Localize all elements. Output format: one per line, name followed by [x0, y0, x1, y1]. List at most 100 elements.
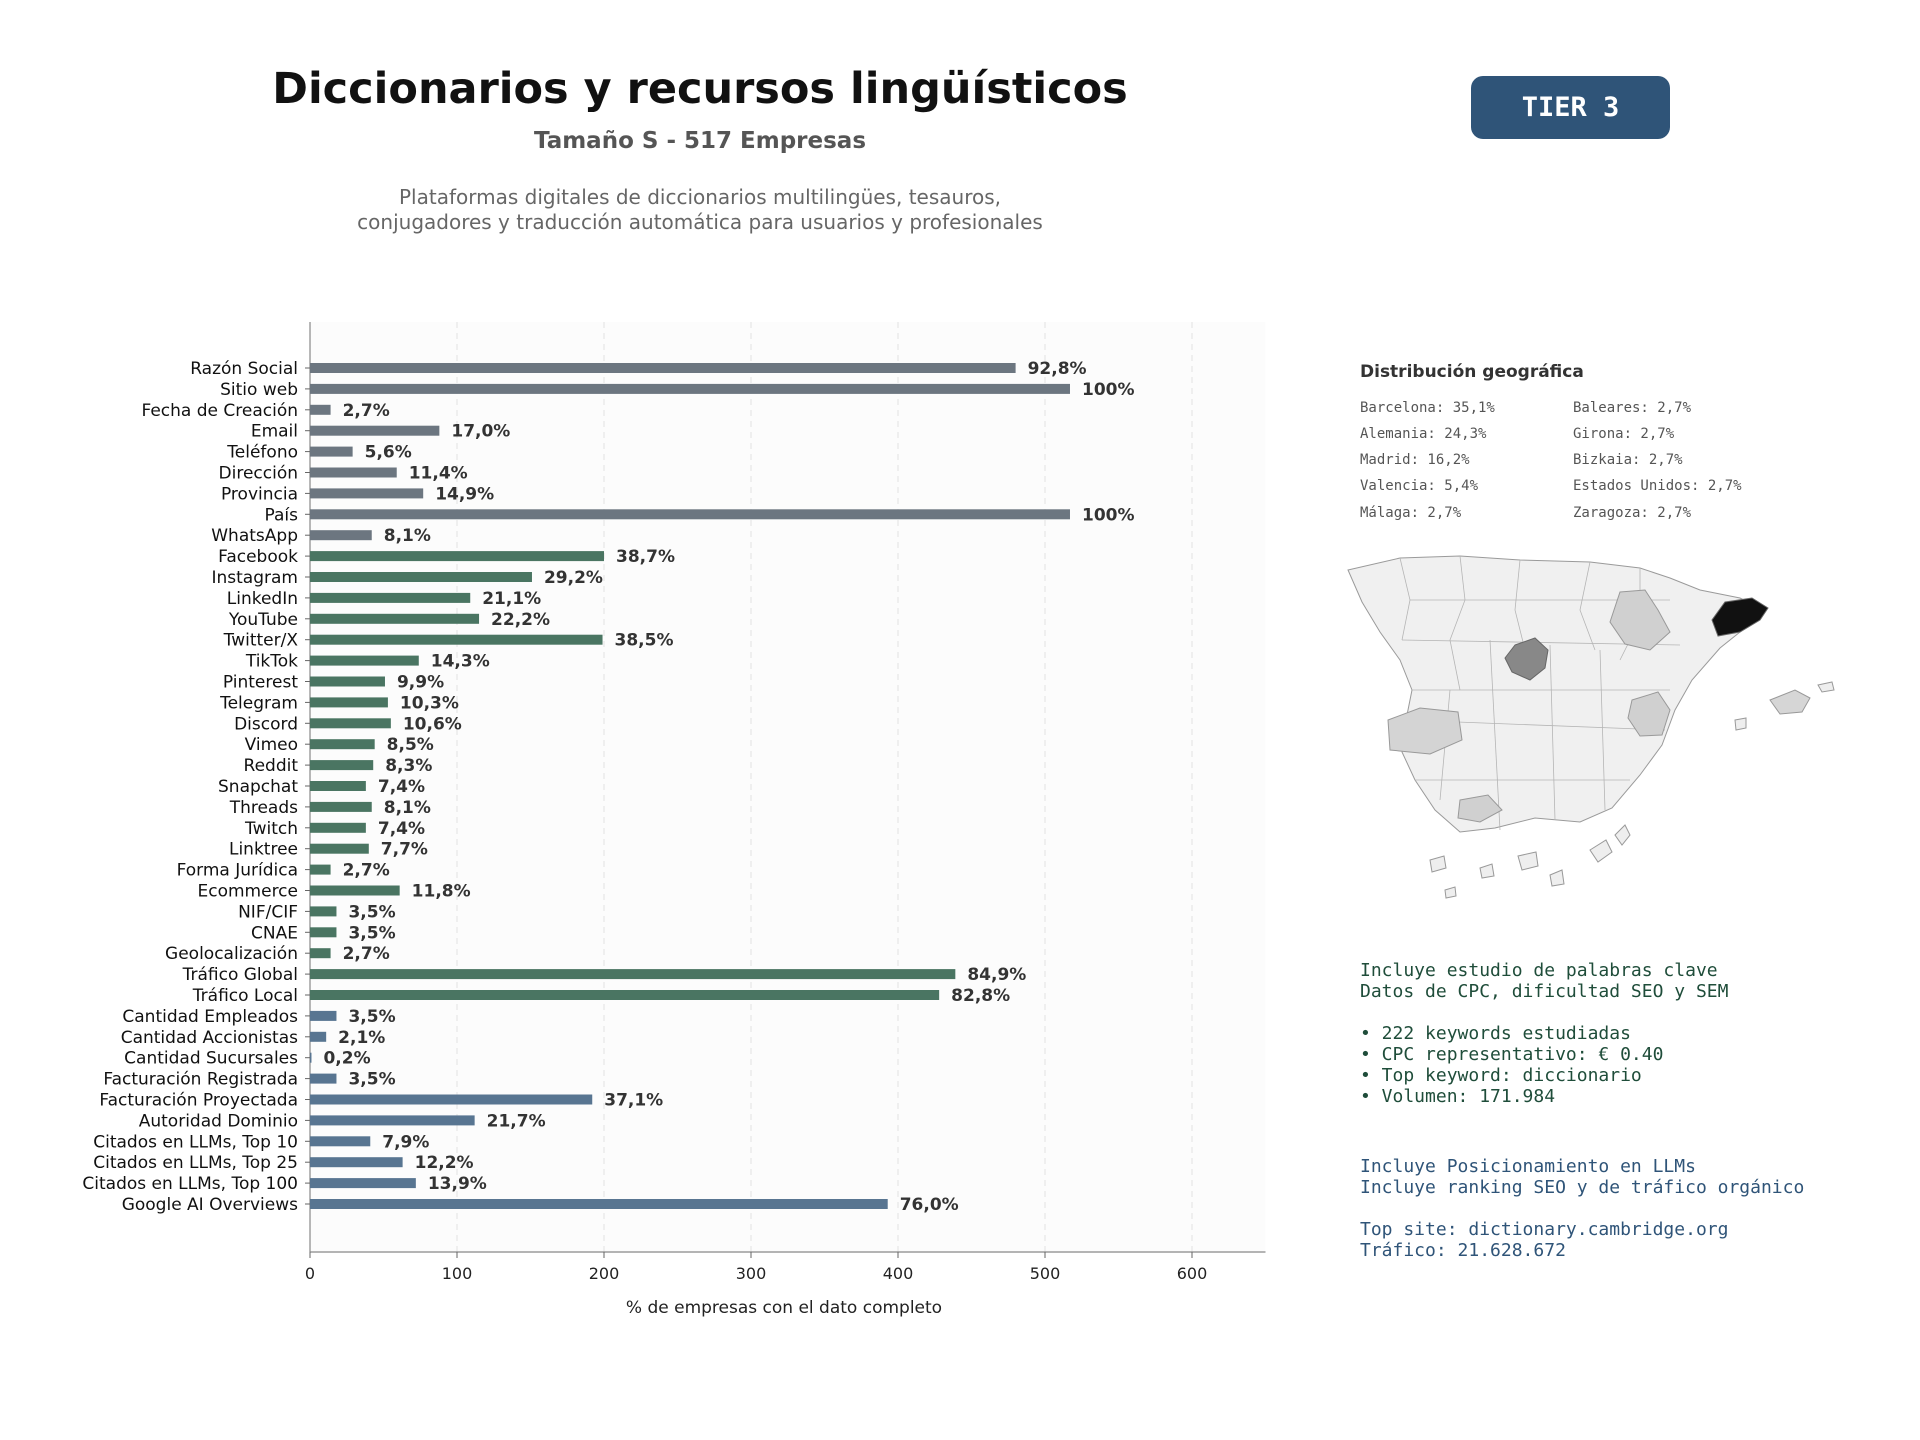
y-tick-label: Razón Social	[190, 359, 298, 379]
plot-area	[310, 322, 1266, 1252]
llm-info: Incluye Posicionamiento en LLMs Incluye r…	[1360, 1156, 1804, 1261]
geo-item-left: Barcelona: 35,1%	[1360, 400, 1495, 416]
bar	[310, 613, 480, 624]
bar	[310, 425, 440, 436]
bar	[310, 655, 419, 666]
description-line-2: conjugadores y traducción automática par…	[357, 210, 1043, 234]
data-label: 7,7%	[381, 840, 428, 860]
data-label: 22,2%	[491, 610, 550, 630]
bar-chart: 0 100 200 300 400 500 600 % de empresas con el …	[82, 322, 1266, 1318]
data-label: 29,2%	[544, 568, 603, 588]
x-tick-label: 600	[1177, 1264, 1208, 1283]
data-label: 3,5%	[348, 1070, 395, 1090]
menorca-island	[1817, 681, 1835, 693]
bar	[310, 592, 471, 603]
bar	[310, 885, 400, 896]
barcelona-region	[1711, 597, 1769, 637]
y-tick-label: Twitch	[244, 819, 298, 839]
bar	[310, 697, 388, 708]
y-tick-label: Geolocalización	[165, 944, 298, 964]
y-tick-label: Facturación Registrada	[103, 1070, 298, 1090]
y-tick-label: Facturación Proyectada	[99, 1091, 298, 1111]
geo-item-right: Bizkaia: 2,7%	[1573, 452, 1683, 468]
llm-line-4: Tráfico: 21.628.672	[1360, 1240, 1566, 1261]
data-label: 38,5%	[615, 631, 674, 651]
bar	[310, 843, 369, 854]
y-tick-label: Teléfono	[226, 443, 298, 463]
seo-bullet: • CPC representativo: € 0.40	[1360, 1044, 1664, 1065]
geo-item-right: Estados Unidos: 2,7%	[1573, 478, 1742, 494]
valencia-region	[1627, 691, 1671, 737]
y-tick-label: Citados en LLMs, Top 25	[93, 1153, 298, 1173]
bar	[310, 404, 331, 415]
y-tick-label: Instagram	[212, 568, 299, 588]
bar	[310, 488, 424, 499]
y-tick-label: Citados en LLMs, Top 100	[82, 1174, 298, 1194]
y-tick-label: Email	[251, 422, 298, 442]
data-label: 2,1%	[338, 1028, 385, 1048]
geo-item-right: Zaragoza: 2,7%	[1573, 505, 1692, 521]
bar	[310, 739, 375, 750]
seo-bullet: • 222 keywords estudiadas	[1360, 1023, 1631, 1044]
y-tick-label: Cantidad Sucursales	[124, 1049, 298, 1069]
llm-line-1: Incluye Posicionamiento en LLMs	[1360, 1156, 1696, 1177]
bar	[310, 948, 331, 959]
y-tick-label: Discord	[234, 714, 298, 734]
bar	[310, 1136, 371, 1147]
data-label: 14,3%	[431, 652, 490, 672]
bar	[310, 927, 337, 938]
data-label: 0,2%	[323, 1049, 370, 1069]
data-label: 82,8%	[951, 986, 1010, 1006]
data-label: 5,6%	[365, 443, 412, 463]
zaragoza-region	[1609, 589, 1671, 651]
bar	[310, 1010, 337, 1021]
seo-line-1: Incluye estudio de palabras clave	[1360, 960, 1718, 981]
seo-bullet: • Top keyword: diccionario	[1360, 1065, 1642, 1086]
page-title: Diccionarios y recursos lingüísticos	[272, 64, 1128, 114]
madrid-region	[1504, 637, 1549, 681]
y-tick-label: País	[265, 505, 299, 525]
data-label: 3,5%	[348, 1007, 395, 1027]
balearic-islands	[1769, 689, 1811, 715]
data-label: 84,9%	[967, 965, 1026, 985]
data-label: 2,7%	[343, 944, 390, 964]
y-tick-label: Fecha de Creación	[141, 401, 298, 421]
bar	[310, 1073, 337, 1084]
data-label: 21,1%	[482, 589, 541, 609]
bar	[310, 1157, 403, 1168]
canary-islands	[1429, 824, 1631, 899]
llm-line-2: Incluye ranking SEO y de tráfico orgánic…	[1360, 1177, 1805, 1198]
x-tick-label: 400	[883, 1264, 914, 1283]
bar	[310, 801, 372, 812]
seo-line-2: Datos de CPC, dificultad SEO y SEM	[1360, 981, 1729, 1002]
y-tick-label: Facebook	[218, 547, 298, 567]
seo-info: Incluye estudio de palabras clave Datos d…	[1360, 960, 1728, 1107]
data-label: 8,5%	[387, 735, 434, 755]
extremadura-region	[1387, 707, 1463, 755]
y-tick-label: NIF/CIF	[238, 902, 298, 922]
data-label: 38,7%	[616, 547, 675, 567]
bar	[310, 572, 532, 582]
y-tick-label: Twitter/X	[223, 631, 299, 651]
y-tick-label: YouTube	[228, 610, 298, 630]
bar	[310, 1199, 888, 1209]
y-tick-label: Ecommerce	[198, 882, 299, 902]
geo-item-left: Valencia: 5,4%	[1360, 478, 1479, 494]
bar	[310, 509, 1070, 520]
x-axis-label: % de empresas con el dato completo	[626, 1298, 942, 1318]
y-tick-label: Threads	[229, 798, 298, 818]
page-description: Plataformas digitales de diccionarios mu…	[0, 185, 1400, 235]
bar	[310, 363, 1016, 373]
y-tick-label: Tráfico Global	[182, 965, 298, 985]
bar	[310, 990, 940, 1000]
bar	[310, 781, 366, 791]
x-tick-label: 500	[1030, 1264, 1061, 1283]
bar	[310, 1094, 593, 1105]
spain-map	[1347, 555, 1835, 899]
geo-item-left: Alemania: 24,3%	[1360, 426, 1487, 442]
data-label: 8,1%	[384, 526, 431, 546]
data-label: 8,3%	[385, 756, 432, 776]
description-line-1: Plataformas digitales de diccionarios mu…	[398, 185, 1001, 209]
page-subtitle: Tamaño S - 517 Empresas	[533, 128, 867, 154]
bar	[310, 634, 603, 645]
